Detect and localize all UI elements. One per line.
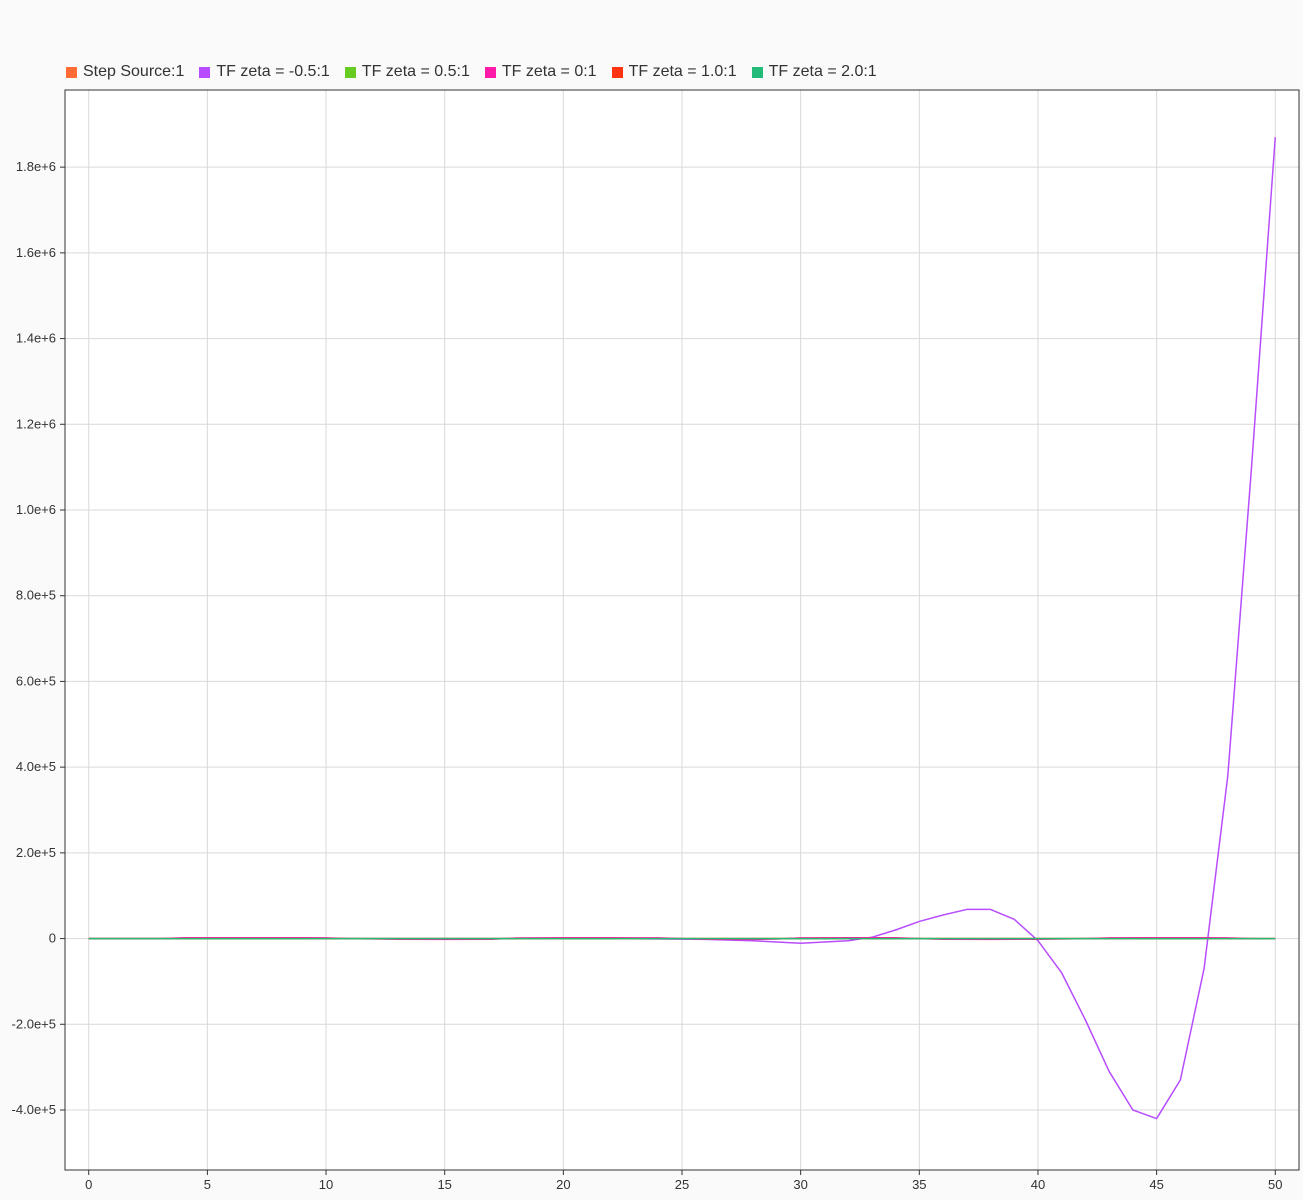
- x-tick-label-4: 20: [556, 1177, 570, 1192]
- y-tick-label-8: 1.2e+6: [16, 416, 56, 431]
- legend-label-4: TF zeta = 1.0:1: [628, 63, 737, 80]
- legend-swatch-1: [199, 66, 211, 78]
- x-tick-label-1: 5: [204, 1177, 211, 1192]
- y-tick-label-9: 1.4e+6: [16, 331, 56, 346]
- x-tick-label-2: 10: [319, 1177, 333, 1192]
- legend-label-1: TF zeta = -0.5:1: [216, 63, 330, 80]
- x-tick-label-6: 30: [793, 1177, 807, 1192]
- legend-swatch-5: [751, 66, 763, 78]
- legend-swatch-4: [611, 66, 623, 78]
- y-tick-label-1: -2.0e+5: [12, 1016, 56, 1031]
- legend-item-2[interactable]: TF zeta = 0.5:1: [344, 63, 470, 81]
- x-tick-label-0: 0: [85, 1177, 92, 1192]
- y-tick-label-7: 1.0e+6: [16, 502, 56, 517]
- y-tick-label-3: 2.0e+5: [16, 845, 56, 860]
- legend-item-1[interactable]: TF zeta = -0.5:1: [199, 63, 330, 81]
- y-tick-label-2: 0: [49, 931, 56, 946]
- y-tick-label-0: -4.0e+5: [12, 1102, 56, 1117]
- x-tick-label-8: 40: [1031, 1177, 1045, 1192]
- legend-item-4[interactable]: TF zeta = 1.0:1: [611, 63, 737, 81]
- x-tick-label-9: 45: [1149, 1177, 1163, 1192]
- legend: Step Source:1 TF zeta = -0.5:1 TF zeta = 0…: [66, 62, 892, 82]
- legend-label-2: TF zeta = 0.5:1: [361, 63, 470, 80]
- x-tick-label-5: 25: [675, 1177, 689, 1192]
- legend-label-0: Step Source:1: [83, 63, 185, 80]
- legend-item-3[interactable]: TF zeta = 0:1: [484, 63, 597, 81]
- y-tick-label-4: 4.0e+5: [16, 759, 56, 774]
- legend-label-3: TF zeta = 0:1: [501, 63, 597, 80]
- legend-label-5: TF zeta = 2.0:1: [768, 63, 877, 80]
- y-tick-label-5: 6.0e+5: [16, 673, 56, 688]
- x-tick-label-7: 35: [912, 1177, 926, 1192]
- x-tick-label-10: 50: [1268, 1177, 1282, 1192]
- y-tick-label-11: 1.8e+6: [16, 159, 56, 174]
- y-tick-label-6: 8.0e+5: [16, 588, 56, 603]
- x-tick-label-3: 15: [437, 1177, 451, 1192]
- legend-swatch-2: [344, 66, 356, 78]
- y-tick-label-10: 1.6e+6: [16, 245, 56, 260]
- legend-swatch-0: [66, 66, 77, 78]
- legend-item-5[interactable]: TF zeta = 2.0:1: [751, 63, 877, 81]
- legend-swatch-3: [484, 66, 496, 78]
- legend-item-0[interactable]: Step Source:1: [66, 63, 184, 81]
